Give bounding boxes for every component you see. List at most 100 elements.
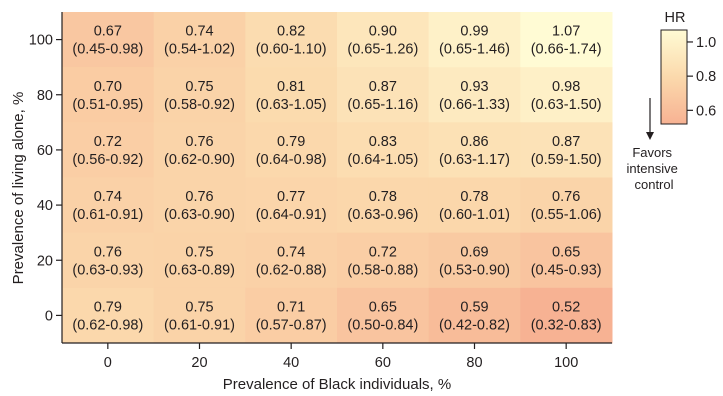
cell-ci-label: (0.63-1.05): [256, 97, 327, 113]
color-legend: HR 1.0 0.8 0.6 Favors intensive control: [627, 10, 717, 192]
heatmap-cell: [153, 67, 246, 123]
cell-ci-label: (0.63-0.90): [164, 207, 235, 223]
legend-title: HR: [665, 10, 686, 26]
cell-ci-label: (0.42-0.82): [439, 317, 510, 333]
heatmap-cell: [428, 122, 521, 178]
cell-hr-label: 0.74: [94, 189, 122, 205]
legend-tick-label: 0.8: [696, 69, 716, 85]
heatmap-cell: [245, 177, 338, 234]
x-tick-label: 0: [104, 355, 112, 371]
cell-ci-label: (0.61-0.91): [164, 317, 235, 333]
cell-hr-label: 0.70: [94, 79, 122, 95]
cell-ci-label: (0.62-0.88): [256, 262, 327, 278]
cell-hr-label: 0.76: [552, 189, 580, 205]
annotation-line-3: control: [634, 177, 673, 192]
cell-ci-label: (0.63-1.50): [531, 97, 602, 113]
heatmap-cell: [62, 232, 155, 289]
cell-ci-label: (0.65-1.16): [347, 97, 418, 113]
x-tick-label: 100: [554, 355, 578, 371]
cell-ci-label: (0.59-1.50): [531, 152, 602, 168]
cell-hr-label: 0.77: [277, 189, 305, 205]
cell-ci-label: (0.64-1.05): [347, 152, 418, 168]
y-tick-label: 40: [37, 198, 53, 214]
heatmap-cell: [337, 287, 430, 344]
cell-ci-label: (0.56-0.92): [72, 152, 143, 168]
heatmap-cells: 0.67 (0.45-0.98) 0.74 (0.54-1.02) 0.82 (0.60-…: [62, 12, 613, 344]
cell-hr-label: 0.65: [369, 299, 397, 315]
cell-ci-label: (0.64-0.98): [256, 152, 327, 168]
cell-hr-label: 0.83: [369, 134, 397, 150]
cell-hr-label: 0.79: [94, 299, 122, 315]
cell-ci-label: (0.60-1.01): [439, 207, 510, 223]
cell-ci-label: (0.63-1.17): [439, 152, 510, 168]
heatmap-cell: [520, 287, 613, 344]
heatmap-cell: [245, 122, 338, 178]
cell-hr-label: 0.76: [94, 244, 122, 260]
cell-ci-label: (0.50-0.84): [347, 317, 418, 333]
heatmap-cell: [153, 12, 246, 68]
cell-hr-label: 0.79: [277, 134, 305, 150]
cell-hr-label: 0.76: [185, 134, 213, 150]
cell-ci-label: (0.65-1.26): [347, 42, 418, 58]
cell-hr-label: 0.52: [552, 299, 580, 315]
x-axis-title: Prevalence of Black individuals, %: [223, 376, 451, 393]
y-axis: 100 80 60 40 20 0: [29, 12, 63, 343]
heatmap-cell: [428, 177, 521, 234]
heatmap-cell: [62, 177, 155, 234]
cell-hr-label: 0.93: [460, 79, 488, 95]
heatmap-cell: [337, 177, 430, 234]
annotation-line-2: intensive: [627, 161, 678, 176]
cell-ci-label: (0.54-1.02): [164, 42, 235, 58]
cell-hr-label: 0.67: [94, 24, 122, 40]
cell-hr-label: 0.99: [460, 24, 488, 40]
cell-hr-label: 0.74: [185, 24, 213, 40]
cell-ci-label: (0.63-0.96): [347, 207, 418, 223]
y-tick-label: 100: [29, 33, 53, 49]
y-tick-label: 20: [37, 253, 53, 269]
heatmap-cell: [520, 67, 613, 123]
heatmap-cell: [520, 12, 613, 68]
cell-ci-label: (0.32-0.83): [531, 317, 602, 333]
cell-hr-label: 0.81: [277, 79, 305, 95]
y-axis-title: Prevalence of living alone, %: [10, 92, 27, 285]
cell-hr-label: 0.71: [277, 299, 305, 315]
heatmap-cell: [62, 122, 155, 178]
x-axis: 0 20 40 60 80 100: [62, 342, 612, 371]
x-tick-label: 60: [375, 355, 391, 371]
cell-hr-label: 0.75: [185, 79, 213, 95]
cell-hr-label: 0.75: [185, 244, 213, 260]
cell-ci-label: (0.66-1.33): [439, 97, 510, 113]
heatmap-cell: [428, 67, 521, 123]
heatmap-cell: [245, 232, 338, 289]
cell-ci-label: (0.65-1.46): [439, 42, 510, 58]
cell-hr-label: 0.98: [552, 79, 580, 95]
cell-hr-label: 1.07: [552, 24, 580, 40]
cell-hr-label: 0.76: [185, 189, 213, 205]
cell-hr-label: 0.75: [185, 299, 213, 315]
heatmap-cell: [428, 12, 521, 68]
cell-ci-label: (0.63-0.93): [72, 262, 143, 278]
cell-ci-label: (0.64-0.91): [256, 207, 327, 223]
cell-hr-label: 0.59: [460, 299, 488, 315]
cell-hr-label: 0.86: [460, 134, 488, 150]
cell-hr-label: 0.72: [369, 244, 397, 260]
heatmap-cell: [153, 287, 246, 344]
legend-tick-label: 0.6: [696, 103, 716, 119]
legend-tick-label: 1.0: [696, 35, 716, 51]
cell-ci-label: (0.57-0.87): [256, 317, 327, 333]
legend-ticks: 1.0 0.8 0.6: [687, 35, 716, 119]
y-tick-label: 60: [37, 143, 53, 159]
favors-arrow: [646, 98, 654, 140]
heatmap-cell: [520, 232, 613, 289]
cell-ci-label: (0.55-1.06): [531, 207, 602, 223]
cell-hr-label: 0.78: [460, 189, 488, 205]
cell-hr-label: 0.82: [277, 24, 305, 40]
heatmap-cell: [62, 12, 155, 68]
heatmap-cell: [153, 177, 246, 234]
heatmap-cell: [153, 232, 246, 289]
heatmap-cell: [337, 122, 430, 178]
cell-ci-label: (0.62-0.90): [164, 152, 235, 168]
heatmap-cell: [62, 67, 155, 123]
heatmap-cell: [428, 232, 521, 289]
